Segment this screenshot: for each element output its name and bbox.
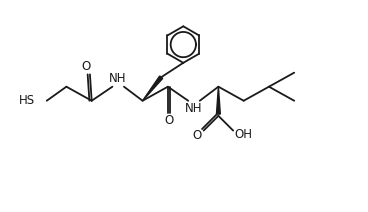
Text: HS: HS xyxy=(19,94,35,107)
Text: O: O xyxy=(193,129,202,142)
Polygon shape xyxy=(216,87,220,114)
Text: NH: NH xyxy=(109,73,126,85)
Text: O: O xyxy=(164,114,173,127)
Text: OH: OH xyxy=(234,128,252,141)
Polygon shape xyxy=(142,76,163,101)
Text: O: O xyxy=(81,60,90,73)
Text: NH: NH xyxy=(184,102,202,115)
